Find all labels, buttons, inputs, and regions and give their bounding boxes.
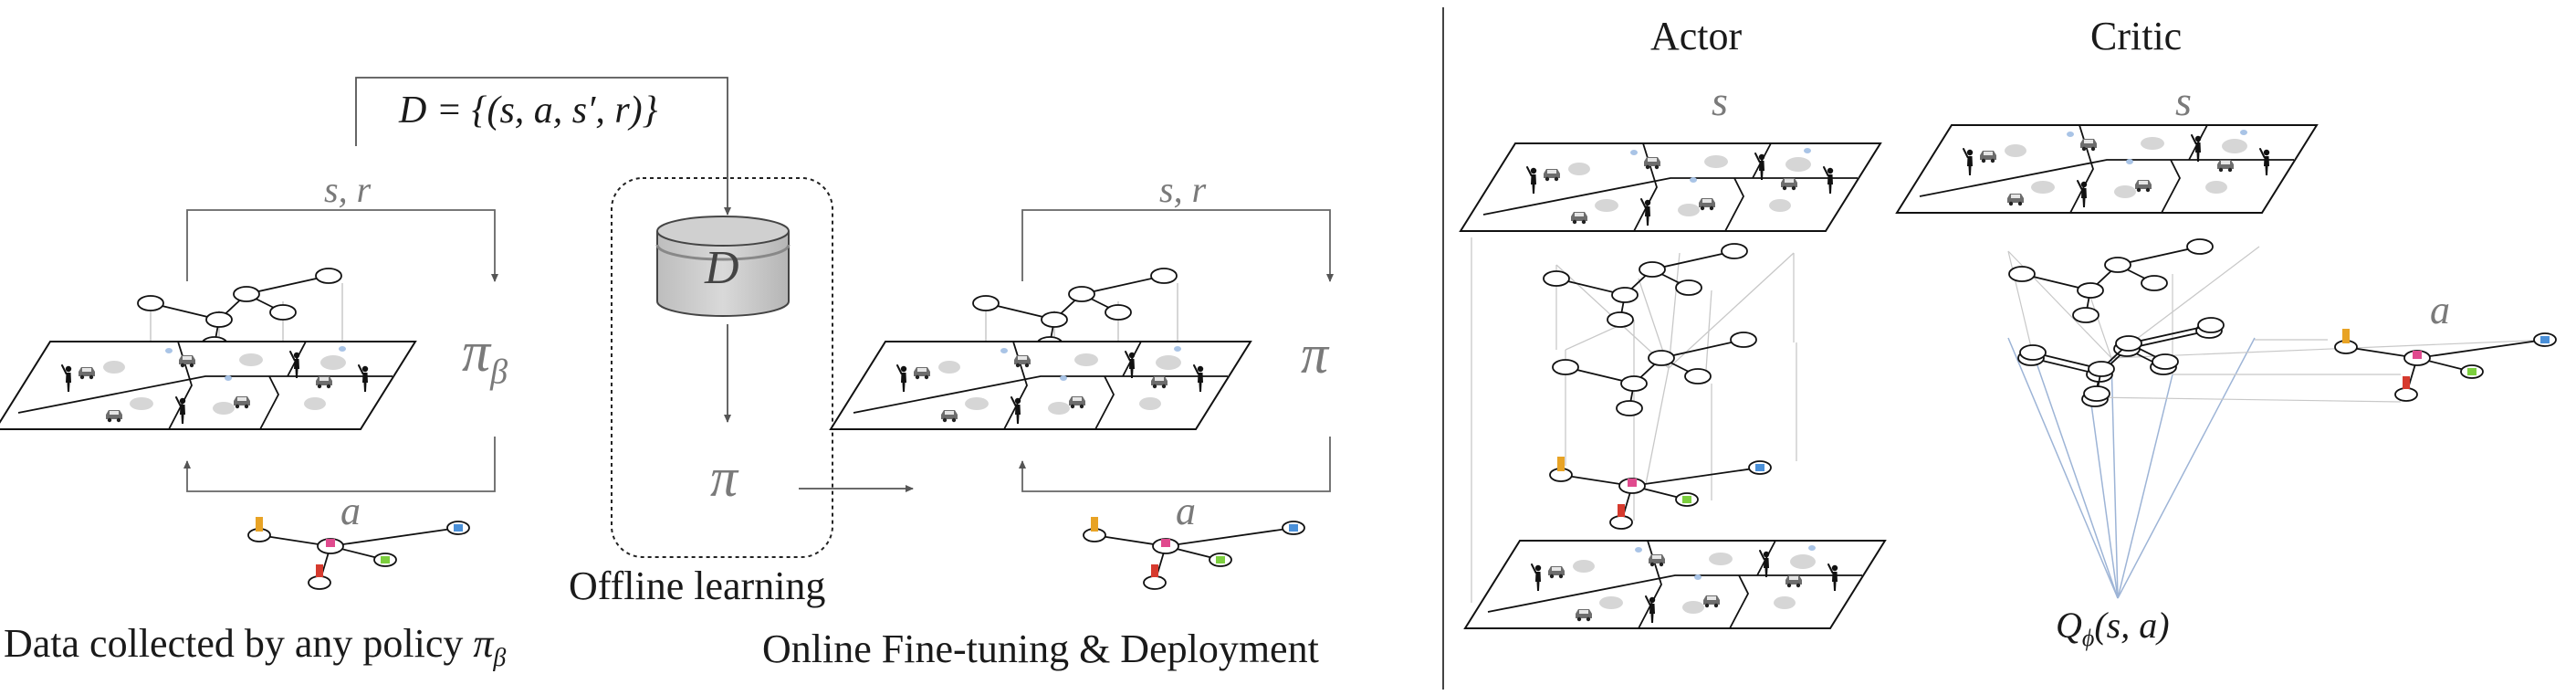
- actor-title: Actor: [1650, 14, 1743, 58]
- q-base: Q: [2056, 605, 2082, 646]
- actor-state-label: s: [1712, 78, 1728, 124]
- critic-q-lines: [2007, 337, 2256, 599]
- database-icon: [655, 216, 791, 317]
- q-args: (s, a): [2094, 605, 2170, 646]
- left-state-reward-label: s, r: [324, 169, 372, 210]
- actor-action-graph: [1549, 456, 1772, 530]
- critic-dashed-links: [2089, 339, 2552, 403]
- behavior-policy-base: π: [462, 321, 491, 384]
- actor-graph-layer-2: [1552, 332, 1757, 416]
- actor-state-city: [1461, 143, 1880, 231]
- offline-learning-caption: Offline learning: [569, 563, 826, 608]
- critic-state-city: [1897, 125, 2317, 213]
- critic-action-graph: [2334, 328, 2557, 402]
- data-collected-caption: Data collected by any policy πβ: [4, 624, 506, 671]
- behavior-policy-sub: β: [490, 353, 508, 392]
- left-loop-bottom-arrow: [183, 437, 496, 492]
- offline-policy-label: π: [710, 448, 738, 508]
- behavior-policy-label: πβ: [462, 324, 508, 389]
- left-city-map: [0, 342, 415, 429]
- left-action-label: a: [340, 489, 361, 533]
- data-caption-sub: β: [493, 643, 507, 672]
- data-caption-policy: π: [473, 621, 494, 666]
- critic-title: Critic: [2090, 14, 2183, 58]
- critic-stacked-graph-2: [2019, 317, 2225, 402]
- right-loop-top-arrow: [1021, 209, 1334, 282]
- database-label: D: [705, 242, 739, 294]
- critic-action-label: a: [2430, 288, 2450, 332]
- dataset-formula: D = {(s, a, s′, r)}: [399, 90, 658, 132]
- critic-state-label: s: [2175, 78, 2192, 124]
- data-caption-text: Data collected by any policy: [4, 621, 464, 666]
- q-sub: ϕ: [2081, 625, 2095, 651]
- left-loop-top-arrow: [186, 209, 498, 282]
- left-road-graph: [137, 268, 342, 353]
- actor-graph-layer-1: [1543, 243, 1748, 328]
- q-function-label: Qϕ(s, a): [2056, 607, 2170, 650]
- online-policy-label: π: [1301, 324, 1329, 384]
- right-state-reward-label: s, r: [1159, 169, 1207, 210]
- offline-learning-box: [611, 177, 833, 558]
- right-road-graph: [972, 268, 1178, 353]
- critic-state-graph: [2008, 238, 2214, 323]
- dataset-flow-arrow: [355, 77, 731, 216]
- online-finetuning-caption: Online Fine-tuning & Deployment: [762, 627, 1319, 671]
- right-city-map: [831, 342, 1251, 429]
- right-loop-bottom-arrow: [1019, 437, 1331, 492]
- actor-mesh-lines: [1471, 237, 1797, 603]
- right-action-label: a: [1176, 489, 1196, 533]
- actor-next-city: [1465, 541, 1885, 628]
- critic-stacked-graph-1: [2017, 322, 2223, 407]
